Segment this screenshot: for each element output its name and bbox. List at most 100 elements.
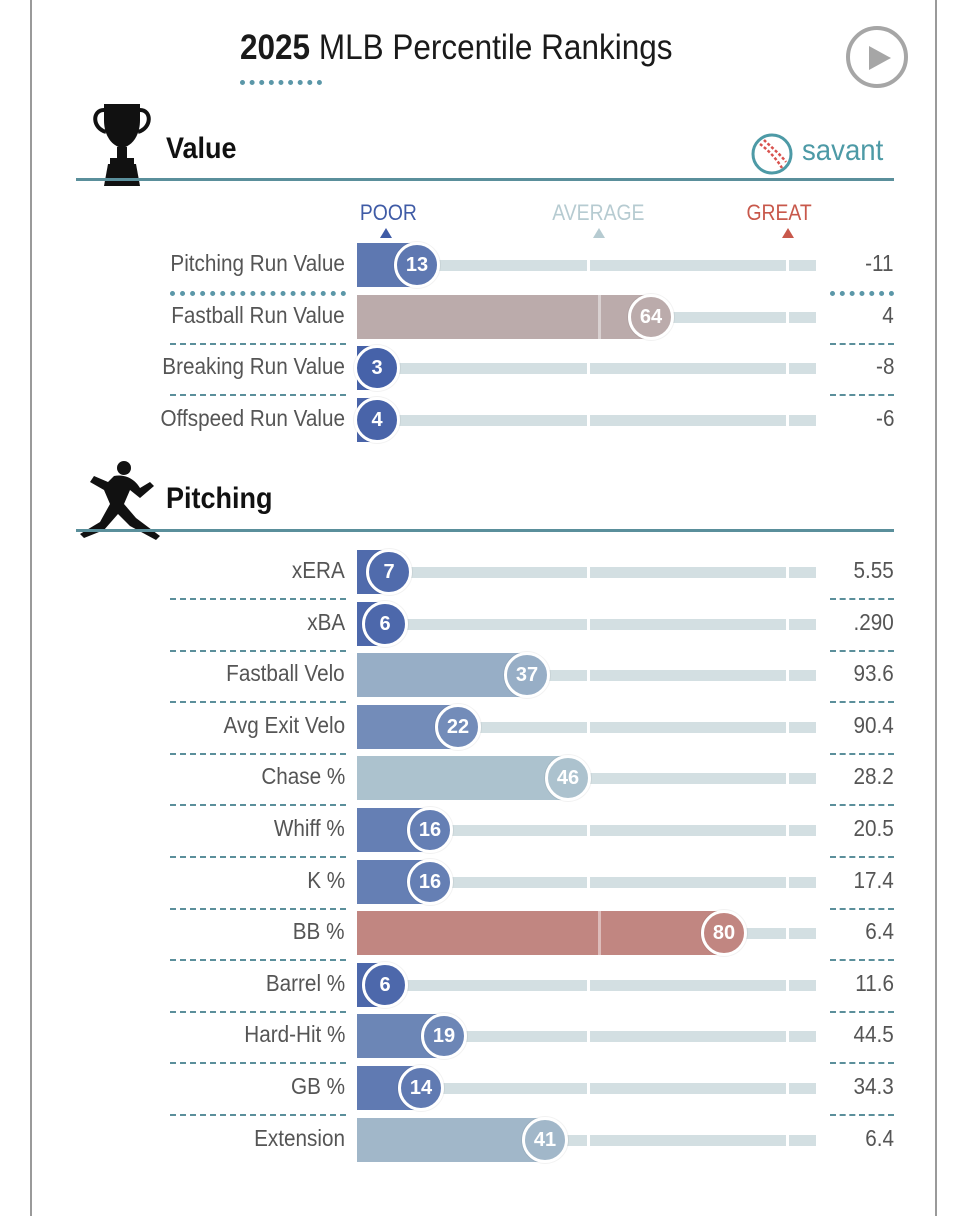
section-rule-pitching	[76, 529, 894, 532]
title-text: MLB Percentile Rankings	[310, 28, 673, 67]
bar-average-line	[598, 295, 601, 339]
metric-label: Fastball Velo	[226, 660, 345, 686]
row-separator-right	[830, 1011, 894, 1013]
percentile-bubble: 14	[398, 1065, 444, 1111]
row-separator-left	[170, 701, 346, 703]
row-separator-right	[830, 753, 894, 755]
bar-track	[357, 1135, 816, 1146]
bar-track	[357, 415, 816, 426]
row-separator-right	[830, 959, 894, 961]
track-tick	[587, 877, 590, 888]
track-tick	[786, 825, 789, 836]
metric-label: xERA	[292, 557, 345, 583]
metric-value: 17.4	[853, 867, 894, 893]
metric-value: 6.4	[865, 918, 894, 944]
bar-track	[357, 363, 816, 374]
metric-label: Extension	[254, 1125, 345, 1151]
track-tick	[587, 1135, 590, 1146]
bar-track	[357, 619, 816, 630]
row-separator-right	[830, 701, 894, 703]
percentile-bubble: 64	[628, 294, 674, 340]
row-separator-left	[170, 753, 346, 755]
row-separator-right	[830, 598, 894, 600]
track-tick	[786, 415, 789, 426]
percentile-bubble: 4	[354, 397, 400, 443]
scale-great-arrow	[782, 228, 794, 238]
track-tick	[786, 980, 789, 991]
percentile-bubble: 6	[362, 601, 408, 647]
play-button[interactable]	[846, 26, 908, 88]
row-separator-right	[830, 394, 894, 396]
bar-track	[357, 722, 816, 733]
scale-great-label: GREAT	[746, 200, 812, 225]
metric-label: Offspeed Run Value	[160, 405, 345, 431]
percentile-bubble: 7	[366, 549, 412, 595]
metric-value: .290	[853, 609, 894, 635]
track-tick	[587, 670, 590, 681]
percentile-bubble: 13	[394, 242, 440, 288]
track-tick	[587, 619, 590, 630]
section-rule-value	[76, 178, 894, 181]
track-tick	[786, 1135, 789, 1146]
title-underline	[240, 80, 322, 85]
row-separator-right	[830, 291, 894, 296]
track-tick	[786, 312, 789, 323]
percentile-bubble: 3	[354, 345, 400, 391]
metric-label: Hard-Hit %	[243, 1021, 345, 1047]
percentile-bubble: 37	[504, 652, 550, 698]
row-separator-left	[170, 291, 346, 296]
bar-track	[357, 877, 816, 888]
metric-value: 44.5	[853, 1021, 894, 1047]
metric-value: 5.55	[853, 557, 894, 583]
metric-value: -8	[875, 353, 894, 379]
track-tick	[587, 980, 590, 991]
bar-track	[357, 260, 816, 271]
percentile-bubble: 16	[407, 859, 453, 905]
track-tick	[587, 567, 590, 578]
track-tick	[786, 567, 789, 578]
metric-value: 20.5	[853, 815, 894, 841]
metric-label: Barrel %	[265, 970, 345, 996]
metric-label: xBA	[307, 609, 345, 635]
row-separator-left	[170, 1062, 346, 1064]
row-separator-left	[170, 804, 346, 806]
section-title-pitching: Pitching	[166, 482, 273, 515]
row-separator-left	[170, 908, 346, 910]
metric-label: Fastball Run Value	[171, 302, 345, 328]
track-tick	[786, 722, 789, 733]
savant-logo: savant	[750, 132, 883, 176]
track-tick	[786, 1031, 789, 1042]
percentile-bubble: 41	[522, 1117, 568, 1163]
track-tick	[587, 415, 590, 426]
bar-track	[357, 670, 816, 681]
metric-label: Pitching Run Value	[170, 250, 345, 276]
track-tick	[587, 825, 590, 836]
row-separator-left	[170, 394, 346, 396]
scale-average-arrow	[593, 228, 605, 238]
percentile-bubble: 19	[421, 1013, 467, 1059]
track-tick	[786, 670, 789, 681]
metric-value: 93.6	[853, 660, 894, 686]
row-separator-left	[170, 1011, 346, 1013]
percentile-bubble: 16	[407, 807, 453, 853]
bar-average-line	[598, 911, 601, 955]
percentile-bubble: 6	[362, 962, 408, 1008]
baseball-icon	[751, 133, 793, 175]
scale-average-label: AVERAGE	[552, 200, 645, 225]
percentile-bar	[357, 653, 527, 697]
track-tick	[786, 363, 789, 374]
metric-value: 4	[882, 302, 894, 328]
track-tick	[786, 773, 789, 784]
metric-label: BB %	[293, 918, 345, 944]
row-separator-right	[830, 856, 894, 858]
play-icon	[869, 46, 891, 70]
bar-track	[357, 1083, 816, 1094]
bar-track	[357, 825, 816, 836]
metric-label: Whiff %	[274, 815, 345, 841]
row-separator-left	[170, 1114, 346, 1116]
percentile-bar	[357, 1118, 545, 1162]
card-frame	[30, 0, 937, 1216]
scale-poor-label: POOR	[359, 200, 417, 225]
row-separator-right	[830, 1062, 894, 1064]
row-separator-right	[830, 650, 894, 652]
